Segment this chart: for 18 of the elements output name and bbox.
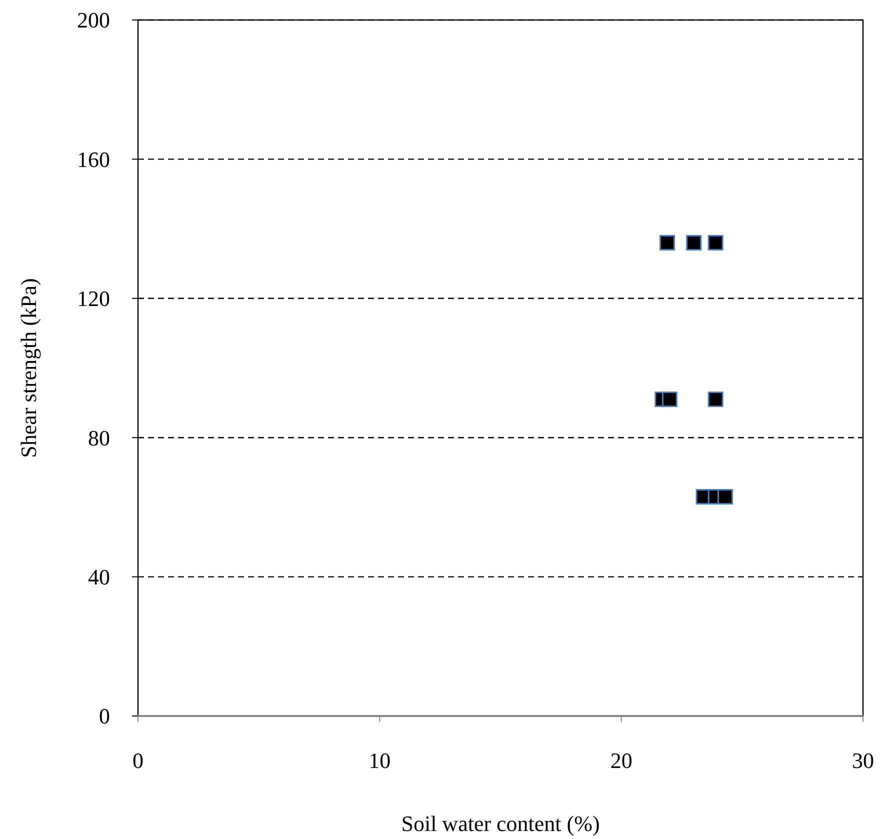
y-tick-label: 40	[88, 564, 110, 590]
point	[708, 234, 724, 250]
x-axis-title: Soil water content (%)	[401, 811, 600, 836]
y-axis-title: Shear strength (kPa)	[16, 278, 41, 458]
x-tick-label: 30	[852, 748, 874, 773]
point	[662, 392, 678, 408]
y-tick-label: 0	[99, 704, 110, 729]
point	[686, 234, 702, 250]
x-tick-label: 10	[368, 748, 391, 773]
y-tick-label: 120	[77, 286, 110, 312]
point	[660, 234, 675, 250]
y-tick-label: 200	[77, 8, 110, 33]
x-tick-label: 20	[610, 748, 632, 773]
point	[708, 392, 724, 408]
y-tick-label: 160	[77, 146, 110, 172]
x-tick-label: 0	[132, 748, 144, 773]
point	[718, 489, 733, 505]
y-tick-label: 80	[88, 425, 110, 450]
